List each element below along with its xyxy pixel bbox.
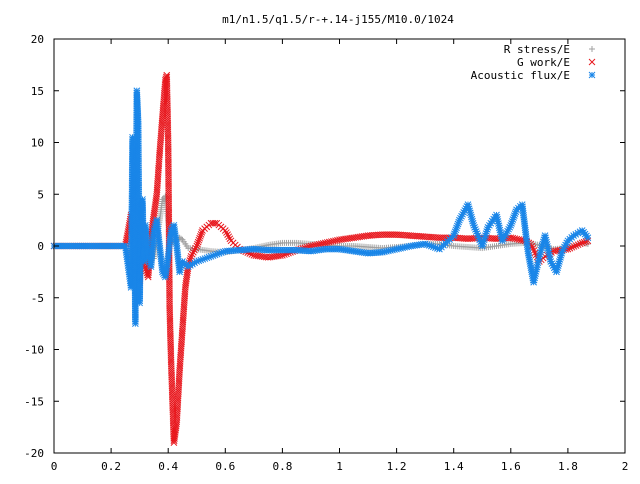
x-tick-label: 0 [51,460,58,473]
data-point [585,235,591,241]
marks-layer [51,72,591,445]
x-tick-label: 1.8 [558,460,578,473]
y-tick-label: -5 [31,292,44,305]
x-tick-label: 0.6 [215,460,235,473]
legend-marker [589,46,595,52]
x-tick-label: 1.4 [444,460,464,473]
legend-marker [589,59,595,65]
series-*-marks [51,88,591,327]
x-tick-label: 0.8 [272,460,292,473]
x-tick-label: 2 [622,460,629,473]
y-tick-label: -15 [24,395,44,408]
y-tick-label: 5 [37,188,44,201]
y-tick-label: 15 [31,85,44,98]
y-tick-label: -10 [24,344,44,357]
chart-title: m1/n1.5/q1.5/r-+.14-j155/M10.0/1024 [222,13,454,26]
legend-label: Acoustic flux/E [471,69,570,82]
legend-label: R stress/E [504,43,570,56]
x-tick-label: 0.2 [101,460,121,473]
y-tick-label: 0 [37,240,44,253]
legend-marker [589,72,595,78]
y-tick-label: 20 [31,33,44,46]
x-tick-label: 1.6 [501,460,521,473]
y-tick-label: -20 [24,447,44,460]
x-tick-label: 1 [336,460,343,473]
x-tick-label: 0.4 [158,460,178,473]
y-tick-label: 10 [31,137,44,150]
x-tick-label: 1.2 [387,460,407,473]
legend-label: G work/E [517,56,570,69]
